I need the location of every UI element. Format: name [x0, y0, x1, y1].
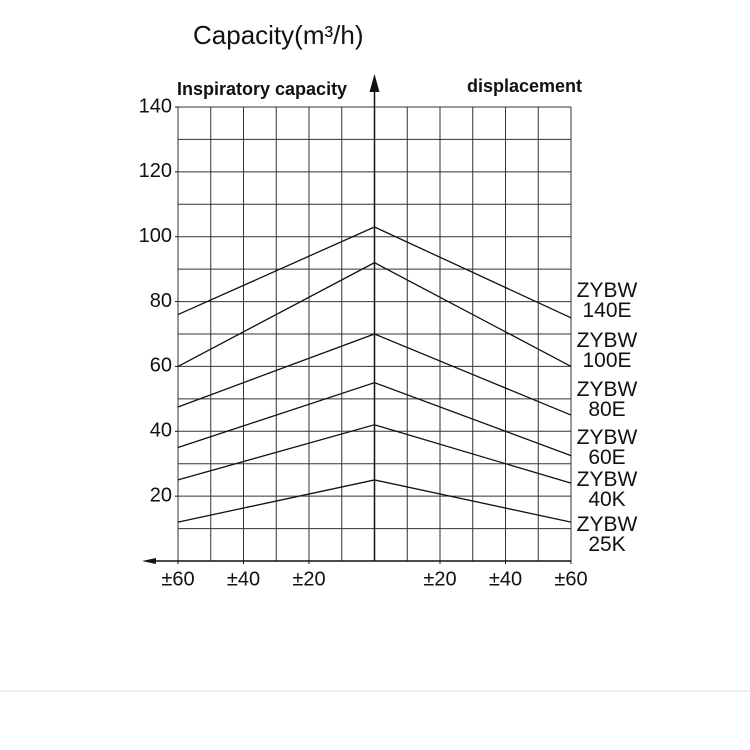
- y-tick-label: 120: [139, 160, 172, 182]
- y-tick-label: 140: [139, 95, 172, 117]
- series-line: [177, 261, 572, 368]
- x-tick-label: ±60: [554, 568, 587, 590]
- y-tick-label: 80: [150, 290, 172, 312]
- series-line: [177, 479, 572, 523]
- y-tick-label: 100: [139, 225, 172, 247]
- left-axis-label: Inspiratory capacity: [177, 79, 347, 99]
- legend-label: ZYBW 140E: [576, 279, 638, 322]
- legend-label: ZYBW 40K: [576, 468, 638, 511]
- right-axis-label: displacement: [467, 76, 582, 96]
- series-line: [177, 333, 572, 416]
- y-axis-arrow: [369, 74, 380, 92]
- y-tick-label: 40: [150, 420, 172, 442]
- x-axis-arrow: [142, 558, 156, 564]
- x-tick-label: ±60: [161, 568, 194, 590]
- series-line: [177, 226, 572, 319]
- x-tick-label: ±20: [292, 568, 325, 590]
- legend-label: ZYBW 25K: [576, 513, 638, 556]
- x-tick-label: ±20: [423, 568, 456, 590]
- series-line: [177, 424, 572, 484]
- x-tick-label: ±40: [489, 568, 522, 590]
- series-line: [177, 381, 572, 457]
- legend-label: ZYBW 100E: [576, 329, 638, 372]
- legend-label: ZYBW 80E: [576, 378, 638, 421]
- y-tick-label: 60: [150, 355, 172, 377]
- x-tick-label: ±40: [227, 568, 260, 590]
- legend-label: ZYBW 60E: [576, 426, 638, 469]
- y-tick-label: 20: [150, 484, 172, 506]
- chart-title: Capacity(m³/h): [193, 20, 363, 50]
